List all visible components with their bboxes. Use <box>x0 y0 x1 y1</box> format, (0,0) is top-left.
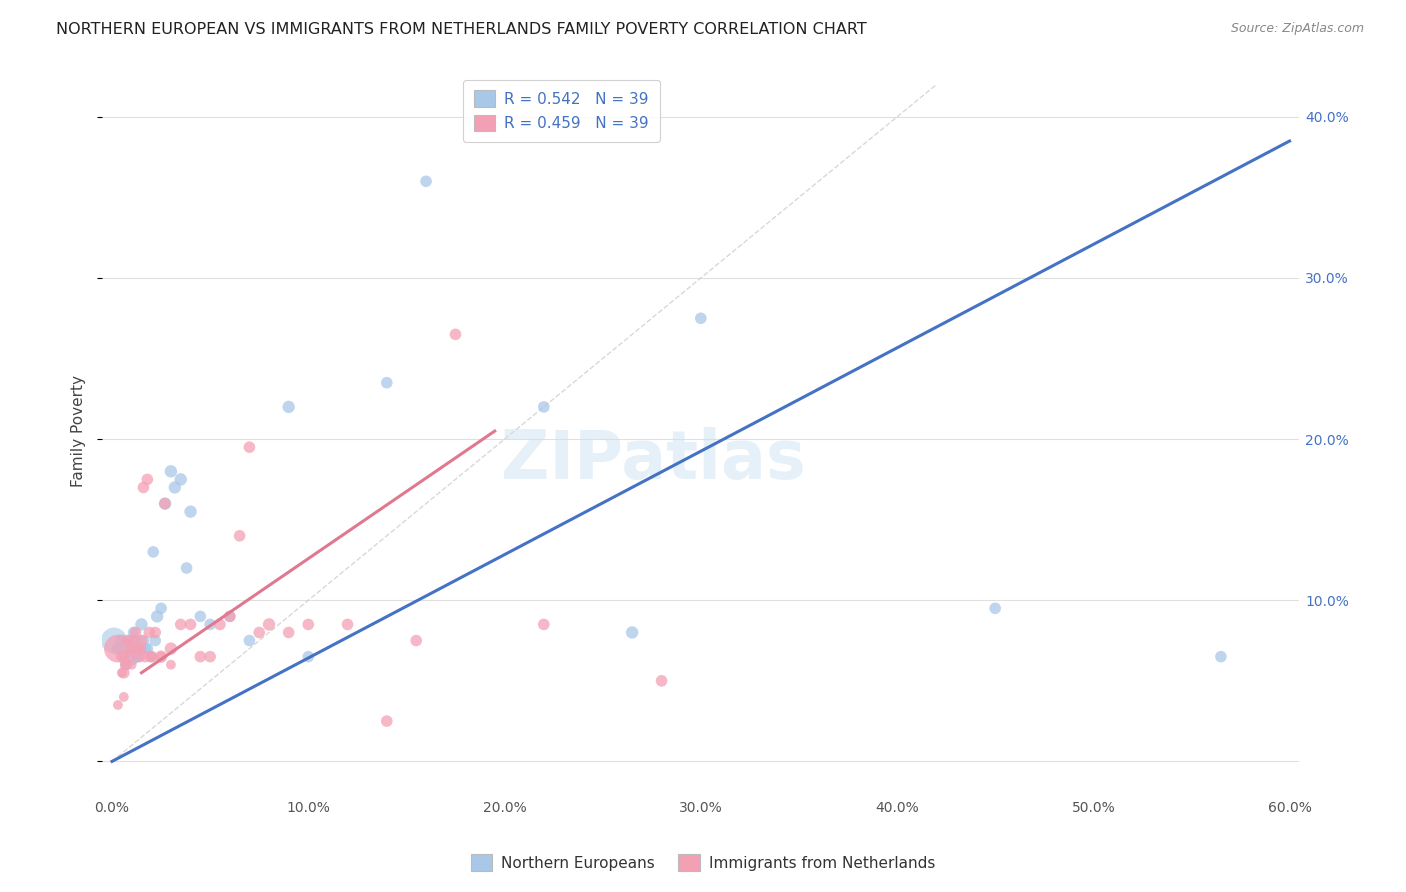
Point <box>112 690 135 704</box>
Point <box>257 617 280 632</box>
Point <box>122 633 145 648</box>
Point <box>114 657 136 672</box>
Point <box>405 633 427 648</box>
Point <box>136 472 159 486</box>
Point <box>138 625 160 640</box>
Point <box>118 633 141 648</box>
Point <box>128 641 150 656</box>
Point <box>150 649 173 664</box>
Point <box>170 617 193 632</box>
Point <box>180 505 202 519</box>
Point <box>198 617 221 632</box>
Point <box>188 609 211 624</box>
Point <box>132 633 155 648</box>
Point <box>218 609 240 624</box>
Point <box>124 625 146 640</box>
Point <box>111 665 134 680</box>
Point <box>128 649 150 664</box>
Point <box>107 641 129 656</box>
Point <box>112 649 135 664</box>
Point <box>141 649 163 664</box>
Point <box>651 673 673 688</box>
Point <box>297 649 319 664</box>
Point <box>153 497 176 511</box>
Point <box>131 633 153 648</box>
Point <box>118 649 141 664</box>
Point <box>336 617 359 632</box>
Point <box>176 561 198 575</box>
Point <box>146 609 169 624</box>
Point <box>188 649 211 664</box>
Point <box>112 665 135 680</box>
Point <box>141 649 163 664</box>
Point <box>111 633 134 648</box>
Point <box>134 641 156 656</box>
Point <box>689 311 711 326</box>
Point <box>131 617 153 632</box>
Text: ZIPatlas: ZIPatlas <box>501 427 806 493</box>
Point <box>153 497 176 511</box>
Point <box>103 633 125 648</box>
Point <box>1209 649 1232 664</box>
Point <box>117 633 139 648</box>
Point <box>621 625 644 640</box>
Point <box>247 625 270 640</box>
Point <box>121 649 143 664</box>
Point <box>238 440 260 454</box>
Point <box>984 601 1007 615</box>
Point <box>111 649 134 664</box>
Point <box>297 617 319 632</box>
Point <box>124 633 146 648</box>
Text: NORTHERN EUROPEAN VS IMMIGRANTS FROM NETHERLANDS FAMILY POVERTY CORRELATION CHAR: NORTHERN EUROPEAN VS IMMIGRANTS FROM NET… <box>56 22 868 37</box>
Point <box>124 641 146 656</box>
Point <box>533 400 555 414</box>
Point <box>150 601 173 615</box>
Point <box>136 641 159 656</box>
Point <box>238 633 260 648</box>
Point <box>533 617 555 632</box>
Point <box>198 649 221 664</box>
Point <box>375 714 398 728</box>
Point <box>127 649 149 664</box>
Legend: R = 0.542   N = 39, R = 0.459   N = 39: R = 0.542 N = 39, R = 0.459 N = 39 <box>463 79 659 142</box>
Point <box>444 327 467 342</box>
Point <box>142 545 165 559</box>
Legend: Northern Europeans, Immigrants from Netherlands: Northern Europeans, Immigrants from Neth… <box>465 848 941 877</box>
Point <box>277 625 299 640</box>
Point <box>143 625 166 640</box>
Point <box>131 641 153 656</box>
Point <box>121 641 143 656</box>
Point <box>160 657 183 672</box>
Point <box>218 609 240 624</box>
Point <box>150 649 173 664</box>
Point <box>143 633 166 648</box>
Point <box>117 641 139 656</box>
Point <box>170 472 193 486</box>
Point <box>132 480 155 494</box>
Point <box>114 657 136 672</box>
Point <box>114 657 136 672</box>
Point <box>228 529 250 543</box>
Point <box>107 698 129 712</box>
Point <box>163 480 186 494</box>
Point <box>107 641 129 656</box>
Point <box>415 174 437 188</box>
Point <box>134 649 156 664</box>
Point <box>127 641 149 656</box>
Point <box>160 464 183 478</box>
Point <box>277 400 299 414</box>
Point <box>160 641 183 656</box>
Point <box>141 649 163 664</box>
Text: Source: ZipAtlas.com: Source: ZipAtlas.com <box>1230 22 1364 36</box>
Point <box>121 657 143 672</box>
Point <box>375 376 398 390</box>
Point <box>180 617 202 632</box>
Y-axis label: Family Poverty: Family Poverty <box>72 375 86 487</box>
Point <box>208 617 231 632</box>
Point <box>122 625 145 640</box>
